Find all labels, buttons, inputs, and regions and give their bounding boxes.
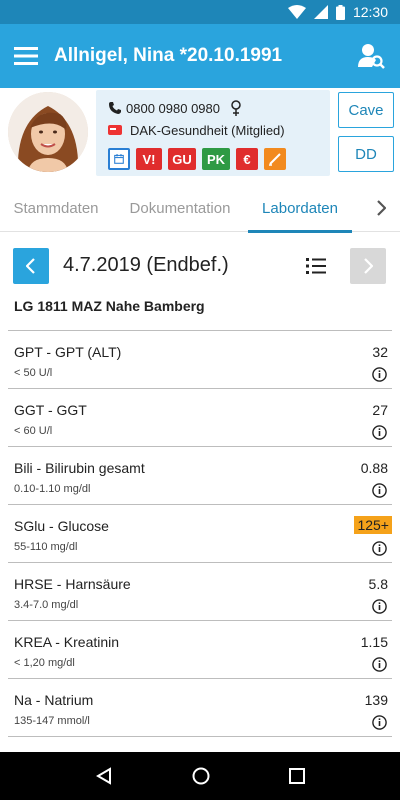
lab-results-list: GPT - GPT (ALT) < 50 U/l 32 GGT - GGT < … (0, 330, 400, 737)
result-row[interactable]: GPT - GPT (ALT) < 50 U/l 32 (8, 330, 392, 388)
home-icon[interactable] (192, 767, 210, 785)
info-icon[interactable] (372, 367, 387, 382)
tab-dokumentation[interactable]: Dokumentation (129, 199, 231, 217)
result-value: 27 (372, 402, 388, 418)
battery-icon (335, 4, 345, 20)
insurance-name: DAK-Gesundheit (Mitglied) (130, 122, 285, 138)
calendar-icon (114, 154, 124, 164)
pk-badge[interactable]: PK (202, 148, 230, 170)
phone-row: 0800 0980 0980 (108, 98, 330, 118)
result-name: GGT - GGT (14, 402, 87, 418)
phone-icon (109, 102, 121, 114)
tab-scroll-right-button[interactable] (366, 184, 396, 232)
result-name: GPT - GPT (ALT) (14, 344, 122, 360)
info-icon[interactable] (372, 657, 387, 672)
back-icon[interactable] (95, 767, 113, 785)
result-value-high: 125+ (354, 516, 392, 534)
result-row[interactable]: Bili - Bilirubin gesamt 0.10-1.10 mg/dl … (8, 446, 392, 504)
insurance-card-icon (108, 125, 122, 135)
result-range: 135-147 mmol/l (14, 715, 90, 727)
menu-button[interactable] (0, 24, 52, 88)
patient-info-box: 0800 0980 0980 DAK-Gesundheit (Mitglied)… (96, 90, 330, 176)
result-value: 32 (372, 344, 388, 360)
result-range: 3.4-7.0 mg/dl (14, 599, 79, 611)
date-navigation: 4.7.2019 (Endbef.) (0, 244, 400, 288)
warning-badge[interactable]: V! (136, 148, 162, 170)
patient-search-button[interactable] (344, 24, 400, 88)
result-value: 139 (364, 692, 388, 708)
calendar-badge[interactable] (108, 148, 130, 170)
patient-header: 0800 0980 0980 DAK-Gesundheit (Mitglied)… (0, 88, 400, 184)
patient-avatar[interactable] (8, 92, 88, 172)
user-search-icon (358, 44, 385, 69)
next-date-button[interactable] (350, 248, 386, 284)
list-divider (8, 736, 392, 737)
info-icon[interactable] (372, 483, 387, 498)
app-bar: Allnigel, Nina *20.10.1991 (0, 24, 400, 88)
tab-bar: Stammdaten Dokumentation Labordaten (0, 184, 400, 233)
info-icon[interactable] (372, 425, 387, 440)
insurance-row: DAK-Gesundheit (Mitglied) (108, 120, 330, 140)
euro-badge[interactable]: € (236, 148, 258, 170)
female-icon (231, 100, 241, 116)
result-name: Na - Natrium (14, 692, 94, 708)
info-icon[interactable] (372, 599, 387, 614)
result-value: 0.88 (360, 460, 388, 476)
wifi-icon (287, 5, 306, 19)
chevron-right-icon (377, 200, 386, 216)
result-row[interactable]: GGT - GGT < 60 U/l 27 (8, 388, 392, 446)
chevron-right-icon (364, 258, 373, 274)
info-icon[interactable] (372, 715, 387, 730)
system-navigation-bar (0, 752, 400, 800)
previous-date-button[interactable] (13, 248, 49, 284)
result-range: 0.10-1.10 mg/dl (14, 483, 91, 495)
result-range: 55-110 mg/dl (14, 541, 78, 553)
result-range: < 1,20 mg/dl (14, 657, 75, 669)
signature-icon (269, 153, 281, 166)
result-row[interactable]: HRSE - Harnsäure 3.4-7.0 mg/dl 5.8 (8, 562, 392, 620)
result-value: 1.15 (360, 634, 388, 650)
status-time: 12:30 (352, 4, 388, 20)
signature-badge[interactable] (264, 148, 286, 170)
phone-number[interactable]: 0800 0980 0980 (126, 100, 220, 116)
result-name: SGlu - Glucose (14, 518, 109, 534)
patient-title: Allnigel, Nina *20.10.1991 (54, 45, 283, 66)
result-row[interactable]: KREA - Kreatinin < 1,20 mg/dl 1.15 (8, 620, 392, 678)
patient-badges: V! GU PK € (108, 148, 330, 170)
result-date: 4.7.2019 (Endbef.) (63, 254, 229, 276)
result-range: < 60 U/l (14, 425, 53, 437)
cave-button[interactable]: Cave (338, 92, 394, 128)
result-name: Bili - Bilirubin gesamt (14, 460, 145, 476)
recent-apps-icon[interactable] (288, 768, 305, 784)
chevron-left-icon (26, 258, 35, 274)
dd-button[interactable]: DD (338, 136, 394, 172)
list-view-icon[interactable] (306, 256, 326, 276)
signal-icon (313, 5, 328, 19)
info-icon[interactable] (372, 541, 387, 556)
gu-badge[interactable]: GU (168, 148, 196, 170)
laboratory-name: LG 1811 MAZ Nahe Bamberg (14, 298, 205, 314)
status-bar: 12:30 (0, 0, 400, 24)
hamburger-icon (14, 47, 38, 65)
result-name: HRSE - Harnsäure (14, 576, 131, 592)
tab-stammdaten[interactable]: Stammdaten (13, 199, 99, 217)
result-range: < 50 U/l (14, 367, 53, 379)
result-name: KREA - Kreatinin (14, 634, 120, 650)
result-row[interactable]: Na - Natrium 135-147 mmol/l 139 (8, 678, 392, 736)
tab-labordaten[interactable]: Labordaten (248, 184, 352, 233)
result-row[interactable]: SGlu - Glucose 55-110 mg/dl 125+ (8, 504, 392, 562)
result-value: 5.8 (368, 576, 388, 592)
